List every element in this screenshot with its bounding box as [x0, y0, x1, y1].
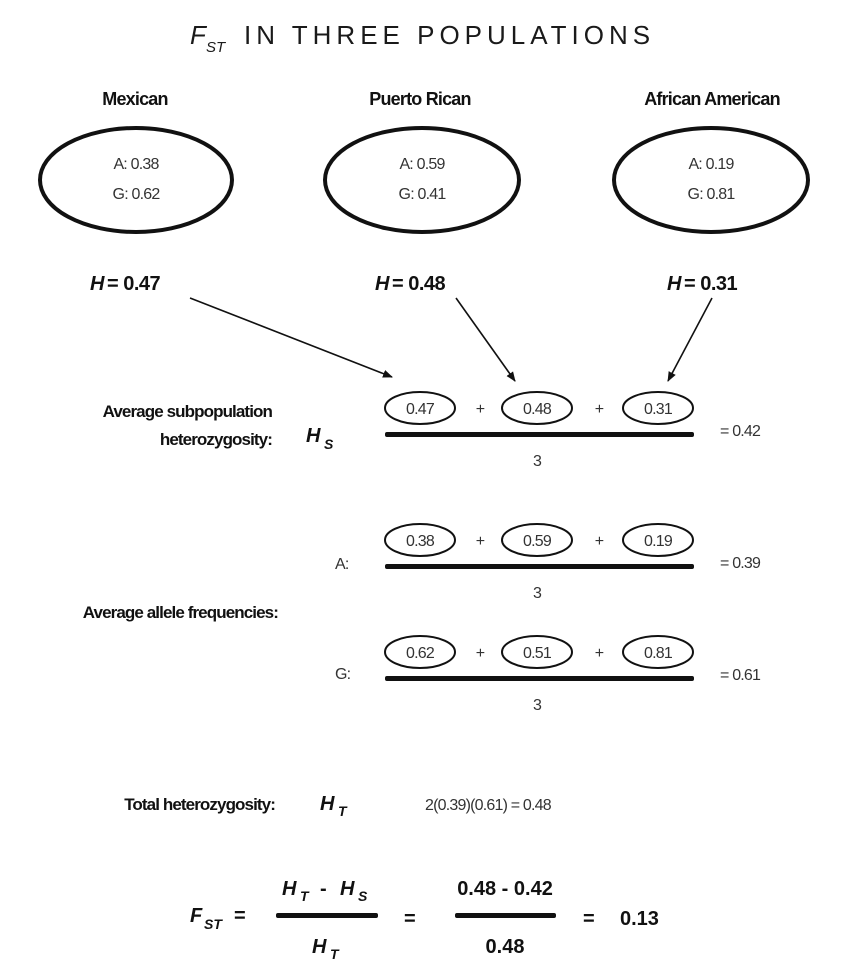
- term-value: 0.38: [406, 533, 435, 550]
- term-value: 0.59: [523, 533, 552, 550]
- fraction-bar: [276, 913, 378, 918]
- denominator-sub: T: [330, 946, 340, 962]
- fst-result: 0.13: [620, 908, 659, 930]
- row-prefix: A:: [335, 556, 349, 573]
- ht-row: Total heterozygosity: H T 2(0.39)(0.61) …: [124, 793, 552, 819]
- numerator-h: H: [340, 878, 355, 900]
- ht-subscript: T: [338, 803, 348, 819]
- term-oval: [622, 523, 694, 557]
- row-result: = 0.39: [720, 555, 761, 572]
- h-symbol: H: [667, 273, 682, 295]
- fraction-bar: [385, 432, 694, 437]
- page-title: F ST IN THREE POPULATIONS: [190, 20, 655, 56]
- allele-a-freq: A: 0.38: [113, 156, 159, 173]
- fst-symbol: F: [190, 905, 203, 927]
- term-value: 0.48: [523, 401, 552, 418]
- plus-sign: +: [476, 401, 485, 418]
- term-oval: [384, 391, 456, 425]
- ht-formula: 2(0.39)(0.61) = 0.48: [425, 797, 552, 814]
- fraction-bar: [385, 676, 694, 681]
- g-row: G: 0.62 0.51 0.81 + +3 = 0.61: [335, 635, 762, 714]
- denominator-value: 0.48: [486, 936, 525, 958]
- ht-label: Total heterozygosity:: [124, 795, 275, 814]
- population-african-american: African American A: 0.19 G: 0.81 H = 0.3…: [612, 89, 810, 295]
- h-symbol: H: [375, 273, 390, 295]
- population-ellipse: [323, 126, 521, 234]
- minus-sign: -: [320, 878, 327, 900]
- numerator-sub: S: [358, 888, 368, 904]
- allele-g-freq: G: 0.81: [688, 186, 736, 203]
- allele-a-freq: A: 0.59: [399, 156, 445, 173]
- title-symbol: F: [190, 20, 211, 50]
- arrow-icon: [189, 297, 393, 378]
- fst-equation: F ST = H T - H S H T = 0.48 - 0.42 0.48 …: [190, 878, 659, 962]
- fraction-bar: [385, 564, 694, 569]
- term-value: 0.62: [406, 645, 435, 662]
- numerator-h: H: [282, 878, 297, 900]
- numerator-sub: T: [300, 888, 310, 904]
- denominator: 3: [533, 697, 542, 714]
- hs-label-line2: heterozygosity:: [160, 430, 272, 449]
- a-row: A: 0.38 0.59 0.19 + +3 = 0.39: [335, 523, 762, 602]
- denominator: 3: [533, 585, 542, 602]
- term-value: 0.47: [406, 401, 435, 418]
- title-text: IN THREE POPULATIONS: [244, 20, 655, 50]
- term-oval: [384, 635, 456, 669]
- term-value: 0.81: [644, 645, 673, 662]
- ht-symbol: H: [320, 793, 335, 815]
- hs-symbol: H: [306, 425, 321, 447]
- term-oval: [622, 391, 694, 425]
- hs-row: Average subpopulation heterozygosity: H …: [103, 391, 762, 470]
- allele-a-freq: A: 0.19: [688, 156, 734, 173]
- fraction-bar: [455, 913, 556, 918]
- term-oval: [622, 635, 694, 669]
- title-subscript: ST: [206, 39, 227, 56]
- plus-sign: +: [595, 401, 604, 418]
- arrow-icon: [667, 297, 713, 382]
- equals-sign: =: [583, 908, 595, 930]
- arrow-icon: [455, 297, 516, 382]
- plus-sign: +: [476, 533, 485, 550]
- plus-sign: +: [476, 645, 485, 662]
- term-oval: [501, 635, 573, 669]
- plus-sign: +: [595, 645, 604, 662]
- term-value: 0.19: [644, 533, 673, 550]
- hs-label-line1: Average subpopulation: [103, 402, 273, 421]
- population-name: Mexican: [102, 89, 167, 109]
- population-puerto-rican: Puerto Rican A: 0.59 G: 0.41 H = 0.48: [323, 89, 521, 295]
- row-prefix: G:: [335, 666, 350, 683]
- term-value: 0.51: [523, 645, 552, 662]
- plus-sign: +: [595, 533, 604, 550]
- equals-sign: =: [404, 908, 416, 930]
- row-result: = 0.61: [720, 667, 761, 684]
- row-result: = 0.42: [720, 423, 761, 440]
- term-oval: [501, 523, 573, 557]
- denominator: 3: [533, 453, 542, 470]
- allele-frequencies-label: Average allele frequencies:: [83, 603, 278, 622]
- h-value: = 0.31: [684, 273, 738, 295]
- population-name: African American: [644, 89, 780, 109]
- equals-sign: =: [234, 905, 246, 927]
- h-value: = 0.48: [392, 273, 446, 295]
- term-oval: [384, 523, 456, 557]
- h-value: = 0.47: [107, 273, 161, 295]
- denominator-h: H: [312, 936, 327, 958]
- h-symbol: H: [90, 273, 105, 295]
- fst-subscript: ST: [204, 916, 223, 932]
- numerator-values: 0.48 - 0.42: [457, 878, 553, 900]
- allele-g-freq: G: 0.41: [399, 186, 447, 203]
- allele-g-freq: G: 0.62: [113, 186, 161, 203]
- population-name: Puerto Rican: [369, 89, 470, 109]
- term-value: 0.31: [644, 401, 673, 418]
- population-ellipse: [612, 126, 810, 234]
- term-oval: [501, 391, 573, 425]
- hs-subscript: S: [324, 436, 334, 452]
- population-ellipse: [38, 126, 234, 234]
- population-mexican: Mexican A: 0.38 G: 0.62 H = 0.47: [38, 89, 234, 295]
